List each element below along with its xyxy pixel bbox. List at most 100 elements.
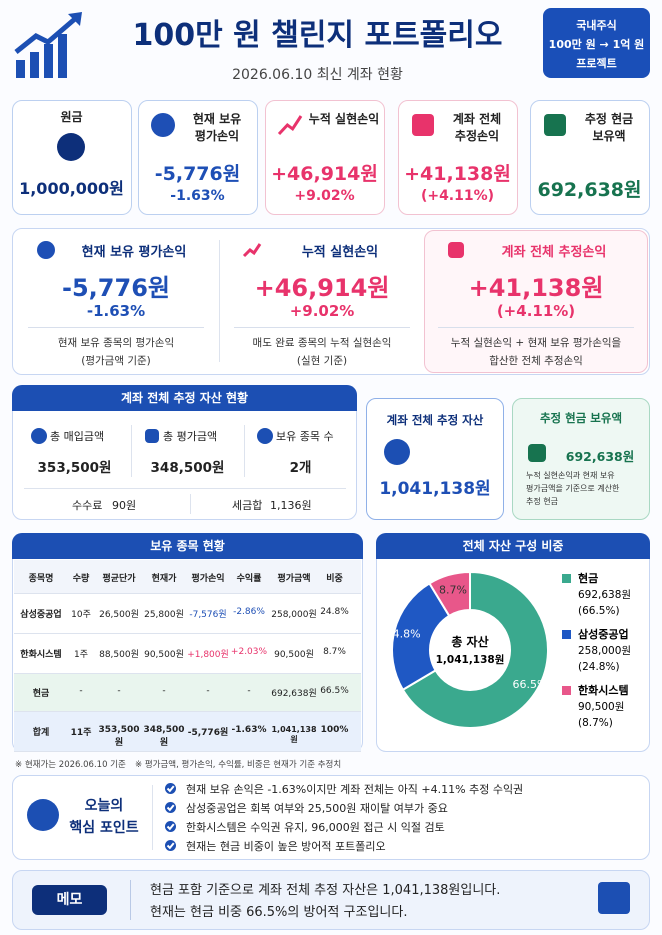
card-title-line: 누적 실현손익 <box>308 112 380 126</box>
memo-button: 메모 <box>32 885 107 915</box>
detail-divider <box>234 327 410 328</box>
table-cell: 1주 <box>73 650 88 660</box>
center-label: 총 자산 <box>451 634 488 649</box>
table-cell: 24.8% <box>320 607 349 617</box>
table-cell: 692,638원 <box>271 689 317 699</box>
memo-line: 현금 포함 기준으로 계좌 전체 추정 자산은 1,041,138원입니다. <box>150 883 501 898</box>
icon <box>384 439 410 465</box>
card-title-line: 추정 현금 <box>584 112 634 126</box>
table-cell: 11주 <box>70 728 92 738</box>
table-cell: 90,500원 <box>144 650 184 660</box>
table-cell: 삼성중공업 <box>20 610 62 620</box>
card-value: +46,914원 <box>271 163 378 185</box>
icon <box>277 115 303 136</box>
summary-card: 누적 실현손익 +46,914원 +9.02% <box>265 100 385 215</box>
table-cell: -1.63% <box>231 725 267 735</box>
footer-divider <box>190 494 191 514</box>
card-value: -5,776원 <box>154 163 241 185</box>
icon-shape <box>544 114 566 136</box>
donut-slice <box>428 570 471 618</box>
icon-shape <box>27 799 59 831</box>
footnote: ※ 평가금액, 평가손익, 수익률, 비중은 현재가 기준 추정치 <box>135 760 342 770</box>
tax-label: 세금합 <box>232 499 263 512</box>
table-cell: - <box>206 686 210 696</box>
cash-title: 추정 현금 보유액 <box>539 411 623 425</box>
asset-divider <box>131 425 132 477</box>
center-value: 1,041,138원 <box>436 653 505 666</box>
table-header-cell: 종목명 <box>28 574 54 584</box>
asset-divider <box>244 425 245 477</box>
icon <box>598 882 630 914</box>
asset-header: 계좌 전체 추정 자산 현황 <box>12 385 357 411</box>
detail-title: 누적 실현손익 <box>301 245 379 260</box>
table-cell: - <box>247 686 251 696</box>
table-cell: -7,576원 <box>189 610 227 620</box>
icon-shape <box>384 439 410 465</box>
icon <box>31 428 47 444</box>
icon-shape <box>528 444 546 462</box>
cash-card <box>512 398 650 520</box>
cash-note: 평가금액을 기준으로 계산한 <box>526 484 620 493</box>
icon <box>37 241 55 259</box>
detail-change: -1.63% <box>86 302 146 320</box>
table-cell: 66.5% <box>320 686 349 696</box>
icon <box>165 783 176 794</box>
cash-note: 누적 실현손익과 현재 보유 <box>526 471 615 480</box>
table-cell: 90,500원 <box>274 650 314 660</box>
icon-shape <box>166 785 175 793</box>
detail-note: 매도 완료 종목의 누적 실현손익 <box>252 337 392 349</box>
icon <box>412 114 434 136</box>
tax-value: 1,136원 <box>270 499 312 512</box>
icon-shape <box>151 113 175 137</box>
table-header-cell: 평균단가 <box>102 574 136 584</box>
summary-card: 추정 현금 보유액 692,638원 <box>530 100 650 215</box>
detail-change: +9.02% <box>289 302 355 320</box>
table-cell: 현금 <box>32 689 50 699</box>
table-cell: 10주 <box>71 610 91 620</box>
donut-slice <box>401 570 549 729</box>
table-cell: -2.86% <box>233 607 265 617</box>
icon <box>544 114 566 136</box>
detail-note: 현재 보유 종목의 평가손익 <box>57 337 175 349</box>
donut-slice <box>391 581 451 692</box>
table-row-bg <box>14 634 361 674</box>
legend-swatch <box>562 574 571 583</box>
cash-note: 추정 현금 <box>526 497 558 506</box>
legend-amount: 90,500원 <box>578 701 624 713</box>
card-change: +9.02% <box>294 188 355 204</box>
legend-amount: 692,638원 <box>578 589 631 601</box>
legend-name: 삼성중공업 <box>578 627 629 641</box>
icon <box>165 821 176 832</box>
column-divider <box>219 240 220 362</box>
table-row-bg <box>14 674 361 712</box>
icon-shape <box>257 428 273 444</box>
icon <box>448 242 464 258</box>
table-cell: 353,500원 <box>98 725 140 748</box>
legend-percent: (8.7%) <box>578 717 613 729</box>
icon-shape <box>598 882 630 914</box>
table-cell: 348,500원 <box>143 725 185 748</box>
detail-value: +46,914원 <box>254 274 390 302</box>
table-cell: +2.03% <box>230 647 268 657</box>
detail-divider <box>438 327 634 328</box>
asset-label: 총 매입금액 <box>50 430 105 443</box>
table-header-cell: 평가금액 <box>277 574 311 584</box>
card-value: +41,138원 <box>404 163 511 185</box>
detail-value: -5,776원 <box>62 274 170 302</box>
key-point: 삼성중공업은 회복 여부와 25,500원 재이탈 여부가 중요 <box>186 802 448 815</box>
badge-line: 프로젝트 <box>576 57 617 70</box>
title: 100만 원 챌린지 포트폴리오 <box>132 18 503 53</box>
table-cell: 25,800원 <box>144 610 184 620</box>
icon-shape <box>277 115 303 136</box>
fee-value: 90원 <box>112 499 137 512</box>
fee-label: 수수료 <box>72 499 103 512</box>
table-cell: -5,776원 <box>187 728 229 738</box>
key-points-box <box>12 775 650 860</box>
card-title: 현재 보유 평가손익 <box>177 111 257 145</box>
cash-value: 692,638원 <box>565 449 635 464</box>
legend-name: 한화시스템 <box>578 683 629 697</box>
table-cell: - <box>117 686 121 696</box>
table-header-cell: 현재가 <box>151 574 177 584</box>
icon-shape <box>166 823 175 831</box>
